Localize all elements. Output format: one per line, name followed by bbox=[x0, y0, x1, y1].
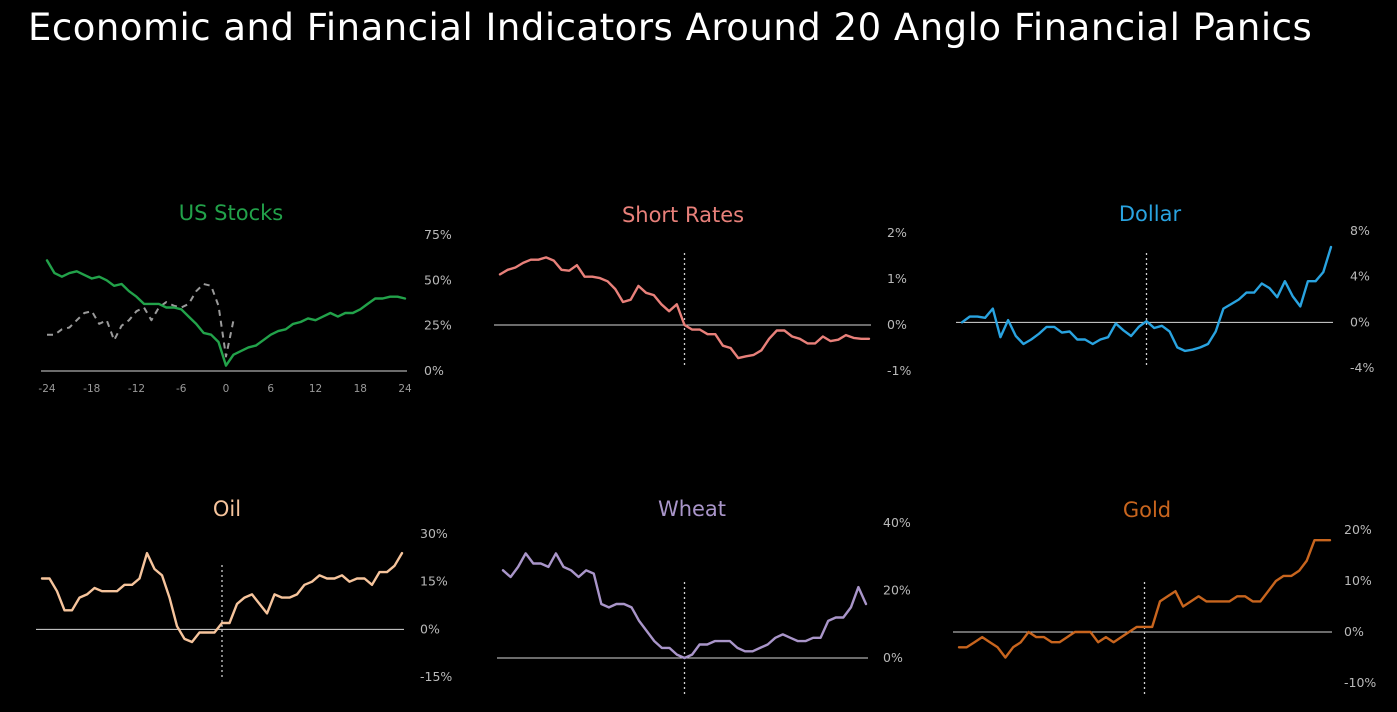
page-title: Economic and Financial Indicators Around… bbox=[28, 6, 1313, 49]
us-stocks-series-line bbox=[45, 259, 407, 367]
us-stocks-xtick: -18 bbox=[83, 383, 100, 395]
us-stocks-xtick: 6 bbox=[267, 383, 274, 395]
short-rates-ytick: 2% bbox=[887, 225, 907, 240]
us-stocks-xtick: 18 bbox=[354, 383, 367, 395]
us-stocks-ytick: 50% bbox=[424, 272, 452, 287]
gold-title: Gold bbox=[1123, 498, 1171, 522]
oil-title: Oil bbox=[213, 497, 241, 521]
us-stocks-comparison-line bbox=[47, 283, 235, 358]
dollar-panel: Dollar -4% 0% 4% 8% bbox=[956, 202, 1374, 375]
oil-ytick: 0% bbox=[420, 621, 440, 636]
gold-ytick: -10% bbox=[1344, 675, 1376, 690]
us-stocks-panel: US Stocks 0% 25% 50% 75% -24 -18 -12 -6 0 6 12 18 24 bbox=[38, 201, 451, 395]
us-stocks-ytick: 25% bbox=[424, 318, 452, 333]
dollar-title: Dollar bbox=[1119, 202, 1182, 226]
short-rates-ytick: -1% bbox=[887, 363, 911, 378]
oil-series-line bbox=[40, 551, 404, 644]
wheat-ytick: 20% bbox=[883, 583, 911, 598]
gold-ytick: 20% bbox=[1344, 522, 1372, 537]
dollar-ytick: -4% bbox=[1350, 360, 1374, 375]
gold-panel: Gold -10% 0% 10% 20% bbox=[953, 498, 1376, 695]
oil-ytick: 30% bbox=[420, 526, 448, 541]
short-rates-panel: Short Rates -1% 0% 1% 2% bbox=[494, 203, 911, 378]
oil-ytick: -15% bbox=[420, 669, 452, 684]
us-stocks-xtick: -12 bbox=[128, 383, 145, 395]
wheat-ytick: 40% bbox=[883, 515, 911, 530]
dollar-ytick: 8% bbox=[1350, 223, 1370, 238]
short-rates-ytick: 1% bbox=[887, 271, 907, 286]
us-stocks-ytick: 0% bbox=[424, 363, 444, 378]
us-stocks-xtick: 0 bbox=[223, 383, 230, 395]
us-stocks-xtick: 24 bbox=[398, 383, 412, 395]
oil-ytick: 15% bbox=[420, 574, 448, 589]
dollar-series-line bbox=[960, 245, 1333, 353]
short-rates-ytick: 0% bbox=[887, 317, 907, 332]
gold-ytick: 10% bbox=[1344, 573, 1372, 588]
gold-series-line bbox=[957, 539, 1332, 659]
us-stocks-ytick: 75% bbox=[424, 227, 452, 242]
oil-panel: Oil -15% 0% 15% 30% bbox=[36, 497, 452, 684]
wheat-title: Wheat bbox=[658, 497, 726, 521]
us-stocks-xtick: -6 bbox=[176, 383, 187, 395]
gold-ytick: 0% bbox=[1344, 624, 1364, 639]
us-stocks-xtick: -24 bbox=[38, 383, 55, 395]
wheat-ytick: 0% bbox=[883, 650, 903, 665]
wheat-series-line bbox=[501, 552, 868, 660]
short-rates-title: Short Rates bbox=[622, 203, 744, 227]
us-stocks-title: US Stocks bbox=[179, 201, 283, 225]
dollar-ytick: 4% bbox=[1350, 269, 1370, 284]
short-rates-series-line bbox=[498, 256, 871, 360]
us-stocks-xtick: 12 bbox=[309, 383, 322, 395]
dollar-ytick: 0% bbox=[1350, 314, 1370, 329]
wheat-panel: Wheat 0% 20% 40% bbox=[497, 497, 911, 695]
